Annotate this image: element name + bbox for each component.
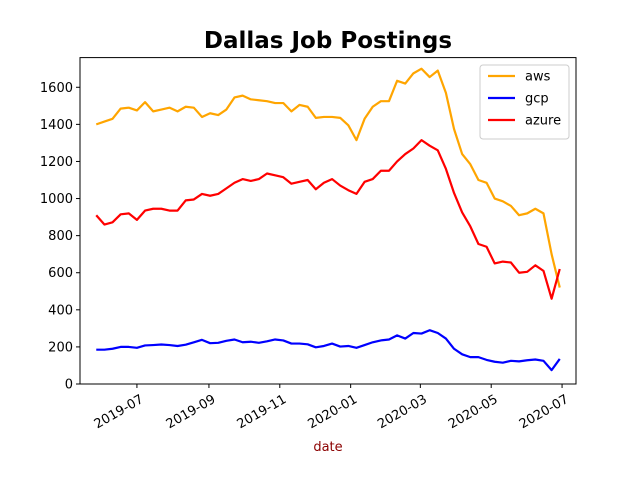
y-tick-label: 600 — [48, 266, 73, 281]
legend-label-gcp: gcp — [525, 92, 549, 107]
x-tick-label: 2019-07 — [92, 392, 147, 432]
series-line-azure — [95, 139, 561, 300]
legend: aws gcp azure — [479, 64, 570, 140]
x-axis: 2019-07 2019-09 2019-11 2020-01 2020-03 2020-… — [92, 384, 572, 432]
legend-label-azure: azure — [525, 114, 561, 129]
x-tick-label: 2019-09 — [164, 392, 219, 432]
chart-title: Dallas Job Postings — [204, 28, 452, 54]
y-tick-label: 200 — [48, 340, 73, 355]
x-axis-label: date — [313, 440, 342, 455]
y-tick-label: 1200 — [40, 155, 73, 170]
plot-frame — [79, 57, 577, 385]
y-tick-label: 0 — [65, 378, 73, 393]
x-tick-label: 2019-11 — [235, 392, 290, 432]
x-tick-label: 2020-07 — [517, 392, 572, 432]
x-tick-label: 2020-03 — [375, 392, 430, 432]
x-tick-label: 2020-05 — [446, 392, 501, 432]
y-tick-label: 1000 — [40, 192, 73, 207]
y-tick-label: 1600 — [40, 81, 73, 96]
y-tick-label: 400 — [48, 303, 73, 318]
plot-lines — [95, 67, 561, 372]
series-line-gcp — [96, 329, 561, 372]
y-tick-label: 1400 — [40, 118, 73, 133]
y-axis: 0 200 400 600 800 1000 1200 1400 1600 — [40, 81, 80, 393]
legend-label-aws: aws — [525, 70, 551, 85]
y-tick-label: 800 — [48, 229, 73, 244]
series-line-aws — [95, 67, 561, 288]
x-tick-label: 2020-01 — [305, 392, 360, 432]
